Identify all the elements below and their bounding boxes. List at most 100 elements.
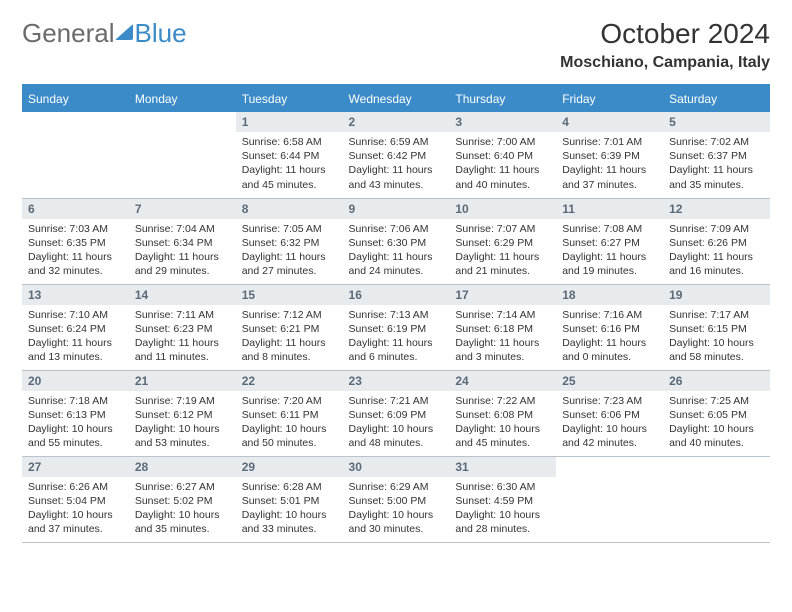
day-number: 25 [556,371,663,391]
sunset-text: Sunset: 6:11 PM [242,408,337,422]
calendar-week: 13Sunrise: 7:10 AMSunset: 6:24 PMDayligh… [22,284,770,370]
sunrise-text: Sunrise: 7:16 AM [562,308,657,322]
daylight-text: Daylight: 11 hours and 43 minutes. [349,163,444,191]
daylight-text: Daylight: 10 hours and 58 minutes. [669,336,764,364]
brand-part2: Blue [135,18,187,49]
calendar-cell: 15 Sunrise: 7:12 AMSunset: 6:21 PMDayligh… [236,284,343,370]
day-details: Sunrise: 6:58 AMSunset: 6:44 PMDaylight:… [236,132,343,196]
sunset-text: Sunset: 6:23 PM [135,322,230,336]
sunset-text: Sunset: 6:18 PM [455,322,550,336]
day-details: Sunrise: 7:04 AMSunset: 6:34 PMDaylight:… [129,219,236,283]
day-details: Sunrise: 7:01 AMSunset: 6:39 PMDaylight:… [556,132,663,196]
sunrise-text: Sunrise: 6:58 AM [242,135,337,149]
day-details: Sunrise: 7:14 AMSunset: 6:18 PMDaylight:… [449,305,556,369]
daylight-text: Daylight: 11 hours and 37 minutes. [562,163,657,191]
sunrise-text: Sunrise: 7:04 AM [135,222,230,236]
day-header: Wednesday [343,85,450,112]
calendar-cell: 9Sunrise: 7:06 AMSunset: 6:30 PMDaylight… [343,198,450,284]
day-details: Sunrise: 7:21 AMSunset: 6:09 PMDaylight:… [343,391,450,455]
sunrise-text: Sunrise: 7:22 AM [455,394,550,408]
daylight-text: Daylight: 11 hours and 19 minutes. [562,250,657,278]
day-number: 20 [22,371,129,391]
calendar-cell: .. [22,112,129,198]
sunrise-text: Sunrise: 7:19 AM [135,394,230,408]
day-number: 6 [22,199,129,219]
sunrise-text: Sunrise: 7:01 AM [562,135,657,149]
calendar-cell: 17Sunrise: 7:14 AMSunset: 6:18 PMDayligh… [449,284,556,370]
calendar-cell: .. [663,456,770,542]
daylight-text: Daylight: 11 hours and 29 minutes. [135,250,230,278]
calendar-table: SundayMondayTuesdayWednesdayThursdayFrid… [22,84,770,543]
sunset-text: Sunset: 6:42 PM [349,149,444,163]
day-number: 8 [236,199,343,219]
daylight-text: Daylight: 11 hours and 32 minutes. [28,250,123,278]
daylight-text: Daylight: 11 hours and 24 minutes. [349,250,444,278]
sunset-text: Sunset: 6:39 PM [562,149,657,163]
daylight-text: Daylight: 11 hours and 27 minutes. [242,250,337,278]
calendar-cell: 26Sunrise: 7:25 AMSunset: 6:05 PMDayligh… [663,370,770,456]
calendar-week: ....1Sunrise: 6:58 AMSunset: 6:44 PMDayl… [22,112,770,198]
calendar-cell: 24Sunrise: 7:22 AMSunset: 6:08 PMDayligh… [449,370,556,456]
calendar-cell: 30Sunrise: 6:29 AMSunset: 5:00 PMDayligh… [343,456,450,542]
daylight-text: Daylight: 10 hours and 55 minutes. [28,422,123,450]
sunrise-text: Sunrise: 7:13 AM [349,308,444,322]
day-number: 11 [556,199,663,219]
daylight-text: Daylight: 11 hours and 0 minutes. [562,336,657,364]
day-number: 23 [343,371,450,391]
day-number: 27 [22,457,129,477]
header: General Blue October 2024 Moschiano, Cam… [22,18,770,72]
sunset-text: Sunset: 6:26 PM [669,236,764,250]
sunrise-text: Sunrise: 7:05 AM [242,222,337,236]
day-number: 1 [236,112,343,132]
sunset-text: Sunset: 6:37 PM [669,149,764,163]
calendar-cell: 23Sunrise: 7:21 AMSunset: 6:09 PMDayligh… [343,370,450,456]
sunrise-text: Sunrise: 7:09 AM [669,222,764,236]
sunset-text: Sunset: 5:00 PM [349,494,444,508]
day-details: Sunrise: 7:02 AMSunset: 6:37 PMDaylight:… [663,132,770,196]
day-details: Sunrise: 6:30 AMSunset: 4:59 PMDaylight:… [449,477,556,541]
day-number: 14 [129,285,236,305]
calendar-cell: 8Sunrise: 7:05 AMSunset: 6:32 PMDaylight… [236,198,343,284]
calendar-cell: 14Sunrise: 7:11 AMSunset: 6:23 PMDayligh… [129,284,236,370]
day-number: 2 [343,112,450,132]
daylight-text: Daylight: 10 hours and 37 minutes. [28,508,123,536]
sunrise-text: Sunrise: 7:12 AM [242,308,337,322]
day-details: Sunrise: 7:08 AMSunset: 6:27 PMDaylight:… [556,219,663,283]
day-header: Friday [556,85,663,112]
sunset-text: Sunset: 6:21 PM [242,322,337,336]
day-number: 7 [129,199,236,219]
day-details: Sunrise: 7:19 AMSunset: 6:12 PMDaylight:… [129,391,236,455]
sunrise-text: Sunrise: 7:06 AM [349,222,444,236]
sunrise-text: Sunrise: 6:30 AM [455,480,550,494]
daylight-text: Daylight: 10 hours and 45 minutes. [455,422,550,450]
day-number: 28 [129,457,236,477]
sunrise-text: Sunrise: 7:11 AM [135,308,230,322]
sunrise-text: Sunrise: 6:29 AM [349,480,444,494]
sunset-text: Sunset: 6:44 PM [242,149,337,163]
day-header: Monday [129,85,236,112]
sunset-text: Sunset: 6:34 PM [135,236,230,250]
brand-logo: General Blue [22,18,187,49]
sunrise-text: Sunrise: 7:10 AM [28,308,123,322]
day-number: 21 [129,371,236,391]
sunset-text: Sunset: 6:40 PM [455,149,550,163]
sunrise-text: Sunrise: 7:07 AM [455,222,550,236]
calendar-cell: 10Sunrise: 7:07 AMSunset: 6:29 PMDayligh… [449,198,556,284]
calendar-cell: 22Sunrise: 7:20 AMSunset: 6:11 PMDayligh… [236,370,343,456]
day-number: 5 [663,112,770,132]
sunrise-text: Sunrise: 7:21 AM [349,394,444,408]
day-number: 9 [343,199,450,219]
calendar-cell: .. [129,112,236,198]
logo-triangle-icon [115,24,133,40]
day-details: Sunrise: 7:23 AMSunset: 6:06 PMDaylight:… [556,391,663,455]
day-details: Sunrise: 7:17 AMSunset: 6:15 PMDaylight:… [663,305,770,369]
calendar-cell: 4Sunrise: 7:01 AMSunset: 6:39 PMDaylight… [556,112,663,198]
daylight-text: Daylight: 11 hours and 21 minutes. [455,250,550,278]
day-number: 29 [236,457,343,477]
calendar-cell: 28Sunrise: 6:27 AMSunset: 5:02 PMDayligh… [129,456,236,542]
sunrise-text: Sunrise: 7:03 AM [28,222,123,236]
daylight-text: Daylight: 11 hours and 8 minutes. [242,336,337,364]
sunset-text: Sunset: 4:59 PM [455,494,550,508]
day-number: 15 [236,285,343,305]
day-details: Sunrise: 7:03 AMSunset: 6:35 PMDaylight:… [22,219,129,283]
